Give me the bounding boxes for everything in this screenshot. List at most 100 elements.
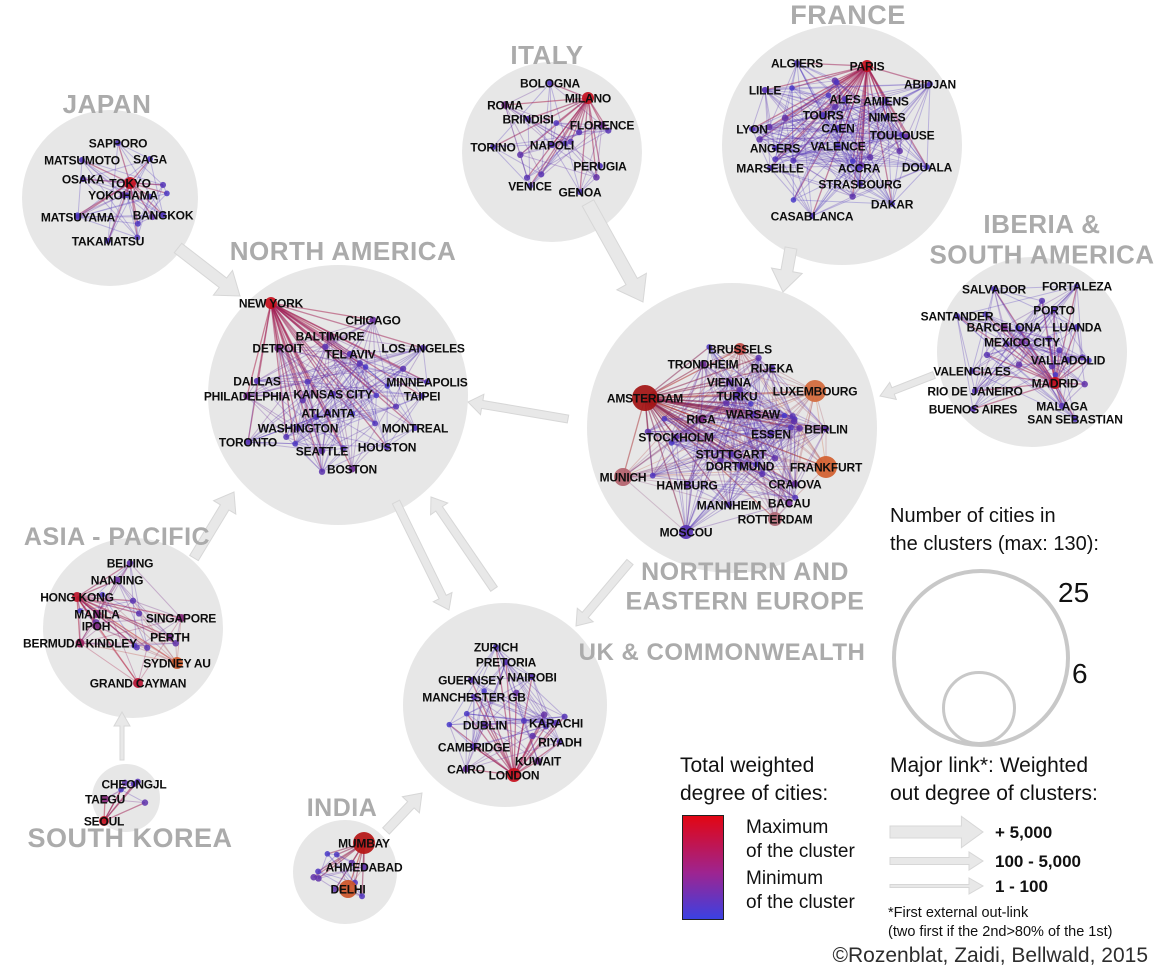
network-edge xyxy=(484,714,545,726)
network-node xyxy=(542,723,549,730)
network-edge xyxy=(270,302,353,415)
network-node xyxy=(771,454,779,462)
network-edge xyxy=(107,194,124,242)
network-edge xyxy=(774,116,888,149)
network-node xyxy=(706,344,713,350)
network-edge xyxy=(1003,326,1063,407)
network-edge xyxy=(685,465,741,533)
network-edge xyxy=(720,460,757,466)
network-edge xyxy=(671,427,800,444)
network-edge xyxy=(329,335,424,349)
network-edge xyxy=(788,427,792,504)
network-edge xyxy=(104,798,146,804)
network-node xyxy=(315,875,322,882)
network-edge xyxy=(579,124,603,193)
city-node xyxy=(329,390,337,398)
network-edge xyxy=(675,357,759,438)
network-edge xyxy=(671,415,785,444)
network-edge xyxy=(129,182,168,195)
network-edge xyxy=(1054,326,1078,384)
network-edge xyxy=(302,319,374,401)
network-edge xyxy=(285,346,326,438)
network-edge xyxy=(739,427,800,467)
network-edge xyxy=(540,142,566,175)
network-edge xyxy=(473,690,485,748)
network-edge xyxy=(256,368,404,382)
network-edge xyxy=(1021,341,1056,384)
network-edge xyxy=(1021,341,1063,407)
network-edge xyxy=(297,393,334,429)
network-edge xyxy=(315,417,323,472)
network-edge xyxy=(1061,326,1078,407)
network-edge xyxy=(647,431,763,475)
network-edge xyxy=(96,613,178,664)
network-edge xyxy=(793,160,853,162)
network-edge xyxy=(256,319,374,382)
network-edge xyxy=(492,82,551,148)
network-edge xyxy=(652,413,754,476)
network-edge xyxy=(769,83,931,169)
network-edge xyxy=(321,393,334,452)
network-edge xyxy=(116,579,134,602)
network-edge xyxy=(785,117,903,136)
network-edge xyxy=(751,128,776,149)
city-node xyxy=(883,98,889,104)
network-edge xyxy=(359,363,388,448)
city-label: CHEONGJL xyxy=(101,778,166,792)
network-node xyxy=(129,597,137,604)
network-edge xyxy=(755,415,794,465)
network-edge xyxy=(246,302,272,397)
city-node xyxy=(614,468,632,486)
network-edge xyxy=(270,302,317,418)
network-edge xyxy=(136,196,151,238)
network-edge xyxy=(77,194,124,216)
network-node xyxy=(1056,347,1063,354)
city-label: SAN SEBASTIAN xyxy=(1027,413,1122,427)
network-edge xyxy=(247,399,304,443)
network-edge xyxy=(137,184,164,225)
network-edge xyxy=(730,453,827,468)
network-edge xyxy=(791,87,908,138)
city-label: MATSUYAMA xyxy=(41,211,116,225)
network-node xyxy=(349,410,356,417)
network-edge xyxy=(622,436,677,478)
network-edge xyxy=(837,127,900,152)
city-label: MOSCOU xyxy=(660,526,713,540)
network-edge xyxy=(513,726,547,776)
network-edge xyxy=(866,65,901,152)
network-edge xyxy=(504,104,553,146)
network-edge xyxy=(891,166,928,205)
network-edge xyxy=(277,347,334,395)
network-edge xyxy=(297,427,388,448)
network-edge xyxy=(504,104,566,144)
network-edge xyxy=(246,353,351,397)
cluster-iberia-south-america-title: SOUTH AMERICA xyxy=(929,240,1154,270)
network-edge xyxy=(318,877,336,890)
network-edge xyxy=(246,381,428,397)
network-edge xyxy=(791,87,794,200)
network-edge xyxy=(791,87,794,161)
network-edge xyxy=(755,427,792,465)
network-node xyxy=(348,859,356,867)
network-edge xyxy=(774,147,928,168)
network-edge xyxy=(796,62,837,83)
network-edge xyxy=(675,436,827,468)
city-label: KUWAIT xyxy=(515,755,562,769)
network-edge xyxy=(1021,341,1090,361)
city-label: SANTANDER xyxy=(921,310,994,324)
network-edge xyxy=(671,420,795,444)
network-edge xyxy=(822,114,862,166)
network-node xyxy=(340,445,347,452)
network-edge xyxy=(556,122,609,132)
city-node xyxy=(1074,283,1080,289)
network-edge xyxy=(256,380,323,452)
network-edge xyxy=(685,418,702,533)
network-edge xyxy=(551,122,557,146)
city-node xyxy=(501,101,509,109)
network-edge xyxy=(685,363,704,533)
city-label: AHMEDABAD xyxy=(326,861,403,875)
network-edge xyxy=(736,395,827,468)
network-edge xyxy=(102,594,138,648)
network-node xyxy=(982,311,989,318)
network-edge xyxy=(700,418,796,499)
